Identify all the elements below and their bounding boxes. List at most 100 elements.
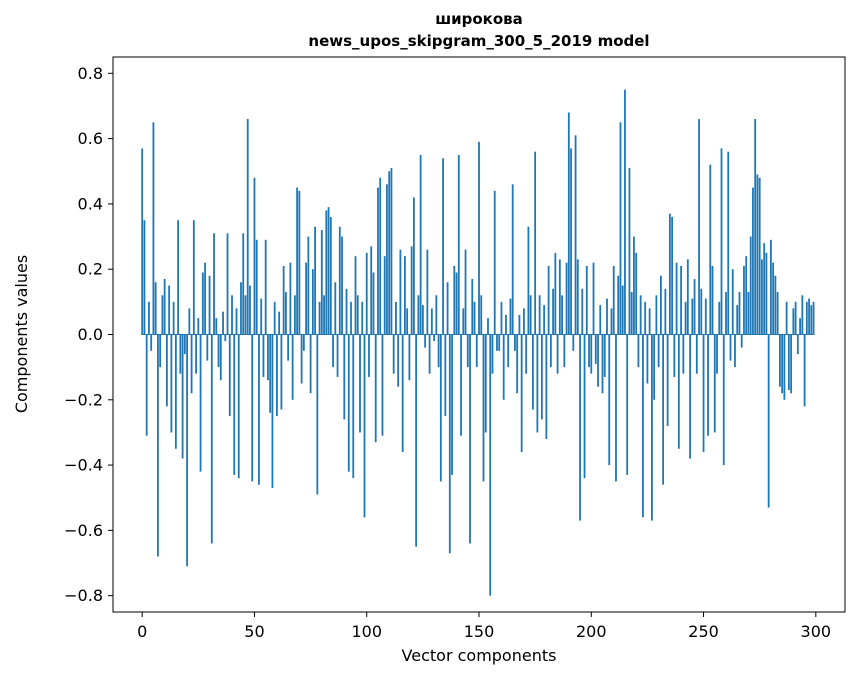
bar: [347, 334, 350, 472]
bar: [278, 311, 281, 335]
bar: [767, 334, 770, 508]
bar: [630, 292, 633, 335]
bar: [372, 272, 375, 335]
bar: [242, 233, 245, 335]
bar: [700, 288, 703, 335]
bar: [796, 334, 799, 355]
bar: [224, 334, 227, 342]
bar: [556, 334, 559, 374]
bar: [473, 301, 476, 335]
x-tick-label: 150: [464, 622, 495, 641]
bar: [662, 334, 665, 485]
bar: [437, 334, 440, 368]
bar: [168, 285, 171, 335]
bar: [314, 226, 316, 335]
bar: [684, 301, 687, 335]
bar: [790, 334, 793, 394]
bar: [249, 285, 251, 335]
bar: [581, 288, 584, 335]
bar: [410, 246, 413, 335]
bar: [799, 318, 801, 335]
bar: [152, 122, 155, 335]
bar: [731, 269, 734, 335]
bar: [377, 187, 379, 335]
bar: [709, 164, 712, 335]
bar: [368, 334, 370, 377]
y-tick-label: −0.4: [64, 456, 103, 475]
bar: [507, 334, 510, 368]
bar: [763, 243, 766, 335]
bar: [727, 151, 730, 335]
bar: [141, 148, 144, 335]
bar: [666, 334, 669, 426]
y-tick-label: 0.0: [78, 325, 103, 344]
bar: [273, 301, 276, 335]
bar: [594, 334, 597, 364]
bar: [776, 292, 779, 335]
bar: [359, 334, 361, 433]
chart-title-line2: news_upos_skipgram_300_5_2019 model: [308, 32, 649, 50]
bar: [231, 295, 233, 335]
bar: [390, 168, 393, 335]
bar: [179, 334, 182, 374]
bar: [682, 334, 685, 374]
bar: [655, 295, 658, 335]
x-tick-label: 300: [801, 622, 832, 641]
bar: [745, 256, 748, 335]
bar: [752, 187, 754, 335]
chart-title-line1: широкова: [435, 10, 523, 28]
bar: [812, 301, 815, 335]
bar: [244, 295, 247, 335]
bar: [466, 334, 469, 368]
bar: [222, 311, 224, 335]
bar: [392, 334, 395, 374]
bar: [509, 298, 512, 335]
bar: [772, 262, 775, 335]
bars-group: [141, 89, 815, 596]
bar: [648, 308, 651, 335]
bar: [583, 334, 586, 479]
bar: [159, 334, 162, 368]
y-tick-label: 0.2: [78, 260, 103, 279]
bar: [204, 262, 206, 335]
bar: [370, 246, 373, 335]
bar: [567, 112, 570, 335]
y-tick-label: −0.2: [64, 390, 103, 409]
bar: [707, 334, 709, 436]
bar: [177, 220, 180, 335]
bar: [237, 334, 240, 479]
bar: [563, 334, 566, 368]
bar: [572, 334, 575, 351]
bar: [534, 151, 537, 335]
bar: [233, 334, 236, 475]
bar: [603, 334, 606, 377]
bar: [226, 233, 229, 335]
bar: [781, 334, 784, 394]
bar: [725, 292, 727, 335]
bar: [356, 295, 359, 335]
bar: [163, 279, 166, 335]
bar: [334, 282, 337, 335]
bar: [419, 154, 422, 335]
bar: [213, 233, 215, 335]
bar: [482, 334, 485, 482]
bar: [148, 301, 150, 335]
bar: [545, 334, 548, 439]
bar: [201, 272, 204, 335]
bar: [145, 334, 148, 436]
x-tick-label: 250: [688, 622, 719, 641]
bar: [691, 298, 694, 335]
bar: [561, 295, 563, 335]
bar: [451, 334, 453, 475]
bar: [469, 334, 471, 544]
bar: [695, 334, 698, 374]
bar: [599, 305, 602, 335]
bar: [520, 334, 523, 453]
bar: [619, 122, 622, 335]
bar: [471, 279, 474, 335]
bar: [612, 265, 615, 335]
bar: [505, 314, 507, 335]
bar: [186, 334, 188, 567]
bar: [386, 184, 388, 335]
